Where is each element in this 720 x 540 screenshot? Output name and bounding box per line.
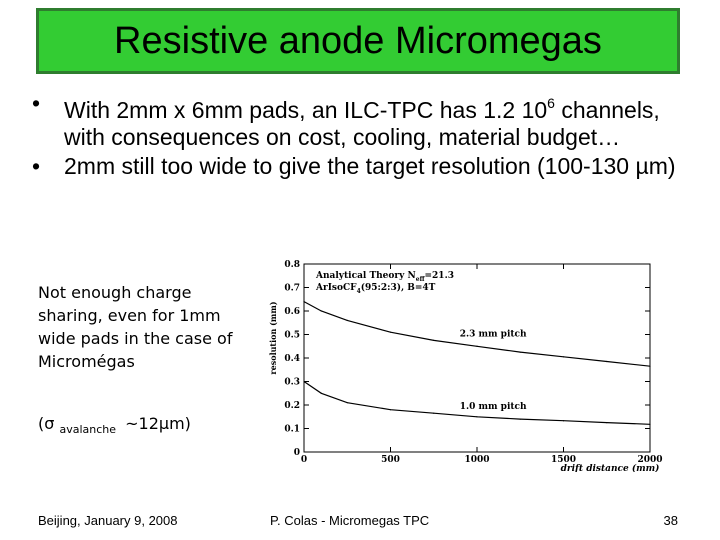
y-tick-label: 0.4: [284, 354, 300, 364]
legend-subscript: eff: [416, 276, 426, 283]
series-point: [433, 339, 435, 341]
y-tick-label: 0.5: [284, 331, 300, 341]
x-axis-label: drift distance (mm): [561, 463, 660, 472]
y-tick-label: 0.2: [284, 401, 300, 411]
series-point: [649, 365, 651, 367]
legend-subscript: 4: [357, 288, 361, 295]
legend-line-1: Analytical Theory Neff=21.3: [315, 271, 454, 283]
slide-title: Resistive anode Micromegas: [114, 19, 602, 62]
series-point: [303, 380, 305, 383]
series-point: [346, 402, 348, 404]
series-point: [519, 351, 521, 353]
series-point: [606, 422, 608, 424]
x-tick-label: 2000: [637, 455, 662, 465]
series-label: 1.0 mm pitch: [460, 402, 527, 412]
series-point: [389, 331, 392, 333]
series-point: [476, 416, 478, 418]
x-tick-label: 0: [301, 455, 307, 465]
series-line: [303, 301, 651, 367]
series-point: [562, 356, 565, 358]
bullet-dot-icon: •: [32, 153, 41, 179]
bullet-dot-icon: •: [32, 90, 41, 116]
y-tick-label: 0.7: [284, 284, 300, 294]
bullet-list: • With 2mm x 6mm pads, an ILC-TPC has 1.…: [30, 90, 690, 182]
y-tick-label: 0.3: [284, 378, 300, 388]
x-tick-label: 1500: [551, 455, 576, 465]
series-point: [320, 310, 322, 312]
bullet-item: • With 2mm x 6mm pads, an ILC-TPC has 1.…: [30, 90, 690, 151]
title-banner: Resistive anode Micromegas: [36, 8, 680, 74]
bullet-item: • 2mm still too wide to give the target …: [30, 153, 690, 180]
legend-line-2: ArIsoCF4(95:2:3), B=4T: [315, 282, 436, 295]
sigma-note: (σ avalanche ~12µm): [38, 414, 191, 436]
y-axis-label: resolution (mm): [268, 301, 278, 374]
series-point: [303, 301, 305, 303]
footer-location-date: Beijing, January 9, 2008: [38, 513, 178, 528]
series-point: [476, 345, 478, 347]
series-point: [320, 392, 322, 394]
sigma-value: ~12µm): [125, 414, 191, 433]
bullet-text: With 2mm x 6mm pads, an ILC-TPC has 1.2 …: [64, 97, 548, 123]
chart-series: 2.3 mm pitch 1.0 mm pitch: [303, 301, 651, 425]
legend-value: =21.3: [425, 271, 454, 281]
y-tick-label: 0: [294, 448, 300, 458]
series-line: [303, 381, 651, 425]
sigma-symbol: (σ: [38, 414, 55, 433]
footer-author: P. Colas - Micromegas TPC: [270, 513, 430, 528]
bullet-superscript: 6: [547, 95, 555, 111]
series-label: 2.3 mm pitch: [460, 329, 527, 339]
legend-value: (95:2:3), B=4T: [361, 282, 436, 293]
bullet-text: 2mm still too wide to give the target re…: [64, 153, 676, 179]
sigma-subscript: avalanche: [59, 423, 117, 436]
footer-page-number: 38: [663, 513, 678, 528]
y-tick-label: 0.8: [284, 260, 300, 270]
series-point: [519, 418, 521, 420]
chart-ticks: 0 0.1 0.2 0.3 0.4 0.5 0.6 0.7 0.8 0 500 1000 1500 200…: [284, 260, 662, 465]
series-point: [606, 360, 608, 363]
side-note: Not enough charge sharing, even for 1mm …: [38, 283, 233, 371]
y-tick-label: 0.6: [284, 307, 300, 317]
series-point: [346, 319, 348, 321]
series-point: [433, 412, 435, 414]
chart-labels: Analytical Theory Neff=21.3ArIsoCF4(95:2…: [268, 271, 659, 472]
series-point: [649, 423, 651, 425]
x-tick-label: 500: [381, 455, 400, 465]
series-point: [389, 409, 392, 411]
y-tick-label: 0.1: [284, 425, 300, 435]
series-point: [562, 420, 565, 422]
x-tick-label: 1000: [464, 455, 489, 465]
resolution-chart: 0 0.1 0.2 0.3 0.4 0.5 0.6 0.7 0.8 0 500 1000 1500 200…: [268, 260, 663, 472]
bullet-text-continued: channels, with consequences on cost, coo…: [64, 97, 660, 150]
